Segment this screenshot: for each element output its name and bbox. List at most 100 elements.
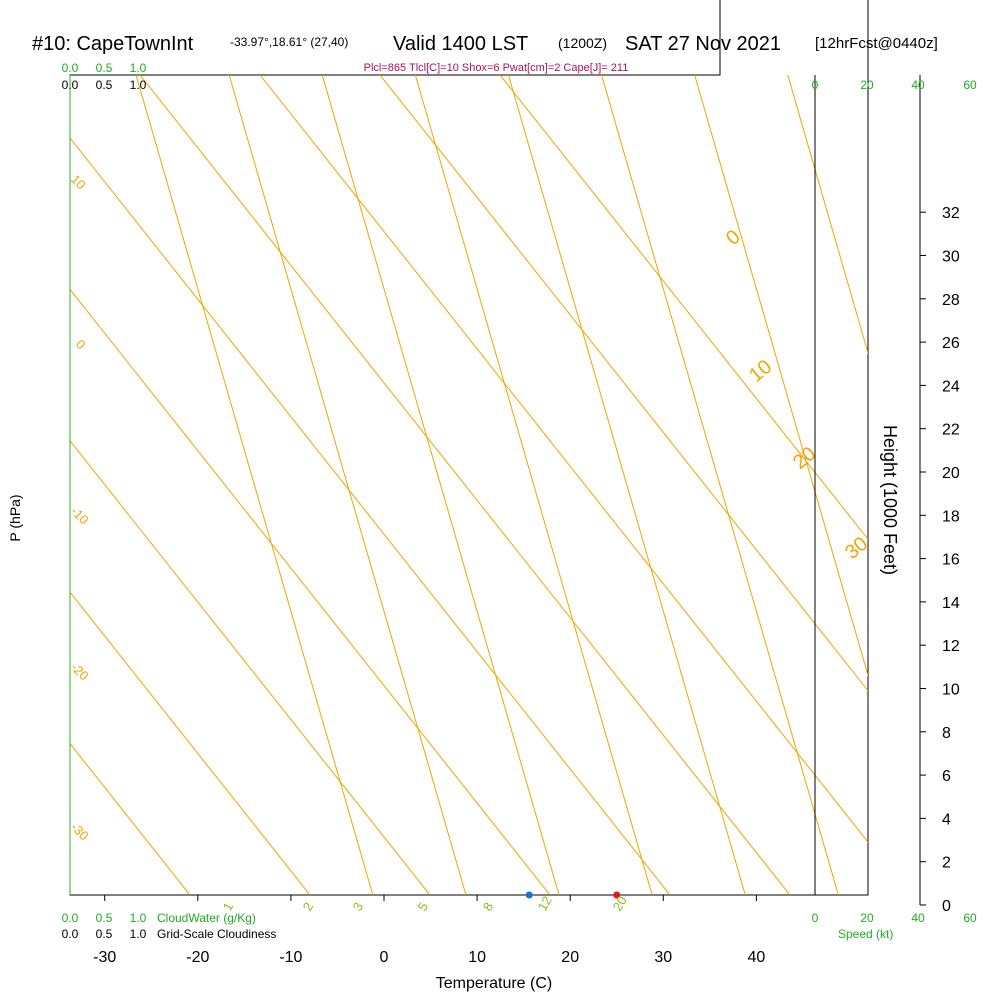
height-tick-label: 6 — [942, 768, 951, 785]
isotherm-label: 20 — [789, 443, 820, 474]
mixing-ratio-label: 12 — [535, 893, 555, 913]
x-axis-label: Temperature (C) — [436, 975, 552, 992]
mixing-ratio-line — [943, 0, 1000, 895]
cloudiness-tick-top: 0.0 — [62, 78, 79, 92]
dry-adiabat-line — [139, 74, 791, 895]
height-tick-label: 8 — [942, 725, 951, 742]
x-tick-label: 10 — [468, 949, 486, 966]
dry-adiabat-line — [70, 74, 671, 895]
isotherm-line — [414, 74, 653, 895]
isotherm-label: 10 — [745, 356, 776, 387]
x-tick-label: 30 — [654, 949, 672, 966]
axis-layer: P (hPa) Height (1000 Feet) Temperature (… — [7, 61, 977, 992]
isotherm-line — [228, 74, 467, 895]
cloudiness-tick-bottom: 1.0 — [130, 927, 147, 941]
height-tick-label: 30 — [942, 249, 960, 266]
height-tick-label: 12 — [942, 638, 960, 655]
speed-tick-top: 40 — [911, 78, 925, 92]
speed-tick-bottom: 0 — [812, 911, 819, 925]
speed-tick-top: 20 — [860, 78, 874, 92]
parcel-info: Plcl=865 Tlcl[C]=10 Shox=6 Pwat[cm]=2 Ca… — [364, 62, 629, 74]
cloudiness-tick-bottom: 0.5 — [96, 927, 113, 941]
cloudwater-tick-top: 1.0 — [130, 61, 147, 75]
mixing-ratio-label: 2 — [300, 900, 317, 914]
isotherm-line — [135, 74, 374, 895]
x-tick-label: -20 — [186, 949, 209, 966]
dry-adiabat-line — [499, 74, 868, 895]
height-tick-label: 14 — [942, 595, 960, 612]
height-tick-label: 4 — [942, 811, 951, 828]
height-tick-label: 22 — [942, 422, 960, 439]
cloudwater-tick-top: 0.0 — [62, 61, 79, 75]
mixing-ratio-label: 8 — [480, 900, 497, 914]
dry-adiabat-line — [70, 74, 551, 895]
plot-frame — [69, 0, 869, 896]
mixing-ratio-label: 20 — [610, 893, 630, 913]
speed-label: Speed (kt) — [838, 927, 893, 941]
isotherm-line — [321, 74, 560, 895]
title-station: #10: CapeTownInt — [32, 33, 194, 55]
isotherm-line — [787, 74, 868, 895]
height-tick-label: 24 — [942, 378, 960, 395]
dry-adiabat-label: -30 — [68, 820, 92, 844]
cloudiness-tick-bottom: 0.0 — [62, 927, 79, 941]
height-tick-label: 28 — [942, 292, 960, 309]
title-zulu: (1200Z) — [558, 35, 607, 51]
cloudwater-tick-top: 0.5 — [96, 61, 113, 75]
grid-layer — [69, 0, 1000, 905]
speed-tick-bottom: 60 — [963, 911, 977, 925]
surface-dewpoint-marker — [525, 891, 533, 899]
title-forecast: [12hrFcst@0440z] — [815, 35, 938, 52]
height-tick-label: 26 — [942, 335, 960, 352]
cloudwater-tick-bottom: 0.0 — [62, 911, 79, 925]
chart-title: #10: CapeTownInt -33.97°,18.61° (27,40) … — [32, 33, 938, 74]
x-tick-label: 40 — [748, 949, 766, 966]
x-tick-label: -10 — [279, 949, 302, 966]
height-tick-label: 0 — [942, 898, 951, 915]
isotherm-line — [507, 74, 746, 895]
y-axis-label: P (hPa) — [7, 494, 23, 541]
title-date: SAT 27 Nov 2021 — [625, 33, 781, 55]
height-tick-label: 10 — [942, 682, 960, 699]
cloudwater-tick-bottom: 0.5 — [96, 911, 113, 925]
height-tick-label: 32 — [942, 205, 960, 222]
y-axis-right-label: Height (1000 Feet) — [880, 425, 900, 575]
mixing-ratio-label: 5 — [415, 900, 432, 914]
dry-adiabat-line — [379, 74, 868, 895]
cloudwater-label: CloudWater (g/Kg) — [157, 911, 256, 925]
dry-adiabat-line — [70, 74, 191, 895]
isotherm-line — [694, 74, 868, 895]
speed-tick-bottom: 40 — [911, 911, 925, 925]
height-tick-label: 20 — [942, 465, 960, 482]
title-location: -33.97°,18.61° (27,40) — [230, 35, 348, 49]
x-tick-label: 20 — [561, 949, 579, 966]
speed-tick-bottom: 20 — [860, 911, 874, 925]
data-layer — [525, 891, 621, 899]
isotherm-line — [601, 74, 839, 895]
x-tick-label: -30 — [93, 949, 116, 966]
cloudiness-tick-top: 1.0 — [130, 78, 147, 92]
cloudiness-tick-top: 0.5 — [96, 78, 113, 92]
cloudwater-tick-bottom: 1.0 — [130, 911, 147, 925]
cloudiness-label: Grid-Scale Cloudiness — [157, 927, 276, 941]
surface-temperature-marker — [613, 891, 621, 899]
x-tick-label: 0 — [380, 949, 389, 966]
mixing-ratio-label: 3 — [350, 900, 367, 914]
height-tick-label: 2 — [942, 855, 951, 872]
dry-adiabat-line — [70, 74, 71, 895]
dry-adiabat-line — [259, 74, 868, 895]
title-valid: Valid 1400 LST — [393, 33, 528, 55]
dry-adiabat-line — [70, 74, 431, 895]
clipped-grid — [70, 0, 1000, 895]
height-tick-label: 16 — [942, 552, 960, 569]
dry-adiabat-line — [70, 74, 311, 895]
dry-adiabat-label: -20 — [68, 660, 92, 684]
speed-tick-top: 60 — [963, 78, 977, 92]
dry-adiabat-label: 0 — [73, 337, 89, 353]
dry-adiabat-label: 10 — [68, 172, 89, 193]
height-tick-label: 18 — [942, 508, 960, 525]
speed-tick-top: 0 — [812, 78, 819, 92]
isotherm-line — [974, 75, 1000, 895]
dry-adiabat-label: -10 — [68, 504, 92, 528]
